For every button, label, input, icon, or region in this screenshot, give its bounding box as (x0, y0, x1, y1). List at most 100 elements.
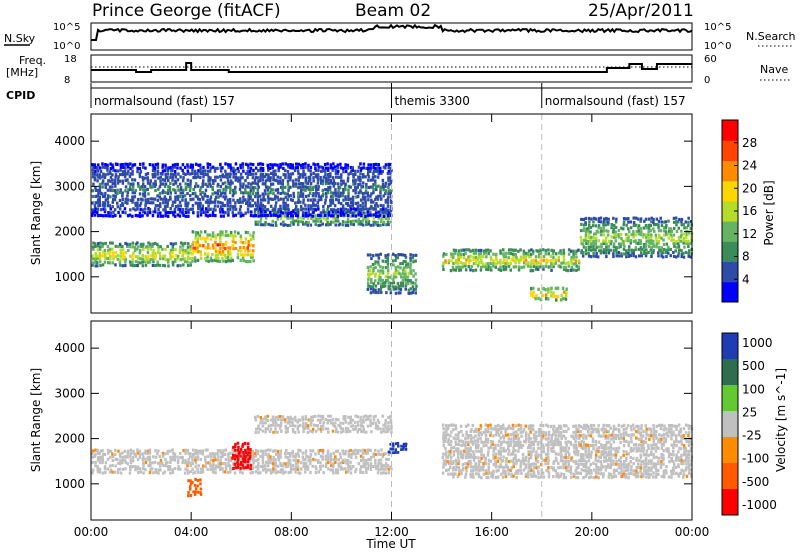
velocity-cell (477, 456, 480, 460)
power-cell (649, 248, 653, 252)
velocity-cell (532, 462, 535, 466)
velocity-cell (545, 423, 548, 427)
power-cell (126, 194, 129, 198)
velocity-cell (487, 427, 490, 431)
power-cell (537, 249, 540, 253)
velocity-cell (344, 449, 347, 453)
velocity-cell (379, 467, 383, 471)
power-cell (587, 232, 591, 236)
power-cell (332, 182, 335, 186)
velocity-cell (367, 457, 370, 461)
power-cell (556, 286, 560, 290)
velocity-cell (572, 424, 575, 428)
power-cell (648, 241, 651, 245)
power-cell (136, 214, 140, 218)
power-cell (144, 172, 148, 176)
velocity-cell (286, 426, 289, 430)
velocity-cell (196, 451, 199, 455)
power-cell (382, 185, 385, 189)
power-cell (296, 216, 300, 220)
power-cell (136, 257, 140, 261)
power-cell (146, 213, 149, 217)
power-cell (492, 261, 495, 265)
velocity-cell (285, 449, 288, 453)
power-cell (387, 195, 390, 199)
power-cell (202, 197, 205, 201)
power-cell (111, 261, 114, 265)
power-cell (509, 261, 512, 266)
velocity-cell (94, 448, 97, 452)
power-cell (144, 207, 147, 211)
velocity-cell (511, 449, 515, 453)
power-cell (660, 254, 663, 258)
velocity-cell (442, 437, 445, 441)
velocity-cell (289, 424, 292, 428)
power-cell (219, 169, 223, 173)
velocity-cell (284, 424, 287, 428)
velocity-cell (574, 469, 578, 473)
power-cell (134, 204, 138, 208)
power-cell (268, 185, 272, 190)
power-cell (366, 253, 370, 257)
power-cell (218, 259, 222, 263)
power-cell (214, 236, 218, 240)
velocity-cell (512, 459, 515, 463)
velocity-cell (302, 430, 305, 434)
power-cell (584, 252, 588, 256)
power-cell (294, 211, 297, 215)
velocity-cell (577, 450, 580, 454)
power-echo-band (91, 162, 393, 218)
power-cell (549, 290, 553, 294)
power-cell (249, 166, 253, 170)
power-cell (179, 264, 182, 268)
velocity-cell (211, 464, 214, 468)
velocity-cell (356, 451, 360, 455)
velocity-cell (344, 430, 348, 434)
power-cell (191, 252, 194, 256)
velocity-cell (529, 440, 533, 444)
velocity-cell (171, 468, 174, 472)
velocity-cell (204, 465, 207, 469)
velocity-cell (253, 451, 257, 455)
power-cell (194, 191, 197, 195)
velocity-cell (241, 444, 244, 448)
velocity-cell (559, 449, 563, 453)
power-cell (137, 245, 140, 249)
velocity-cell (512, 465, 515, 469)
velocity-cell (517, 437, 521, 441)
velocity-cell (316, 460, 320, 464)
power-cell (369, 291, 373, 295)
power-cell (587, 235, 590, 239)
velocity-cell (284, 462, 287, 466)
velocity-cell (257, 458, 260, 462)
power-cell (520, 265, 523, 269)
velocity-cell (233, 445, 237, 449)
velocity-cell (99, 457, 102, 461)
velocity-cell (474, 442, 478, 447)
power-cell (372, 213, 375, 217)
power-cell (179, 186, 183, 190)
power-cell (359, 168, 363, 172)
power-cell (206, 195, 209, 199)
power-cell (407, 279, 410, 283)
nsearch-top-tick: 10^5 (704, 22, 731, 33)
velocity-cell (254, 418, 258, 422)
power-cell (552, 294, 556, 299)
power-cell (289, 216, 292, 220)
power-cell (119, 163, 122, 167)
power-cell (168, 251, 172, 255)
velocity-cell (252, 453, 255, 457)
velocity-cell (349, 429, 352, 433)
power-cell (294, 201, 297, 205)
power-cell (261, 214, 264, 218)
power-cell (665, 248, 669, 252)
power-cell (237, 200, 240, 204)
power-cell (234, 176, 238, 180)
power-cell (346, 176, 350, 180)
velocity-cell (574, 462, 578, 466)
power-cell (201, 191, 204, 195)
power-cell (103, 210, 107, 214)
velocity-cell (186, 464, 189, 468)
power-cell (221, 250, 225, 254)
power-cell (209, 195, 213, 199)
